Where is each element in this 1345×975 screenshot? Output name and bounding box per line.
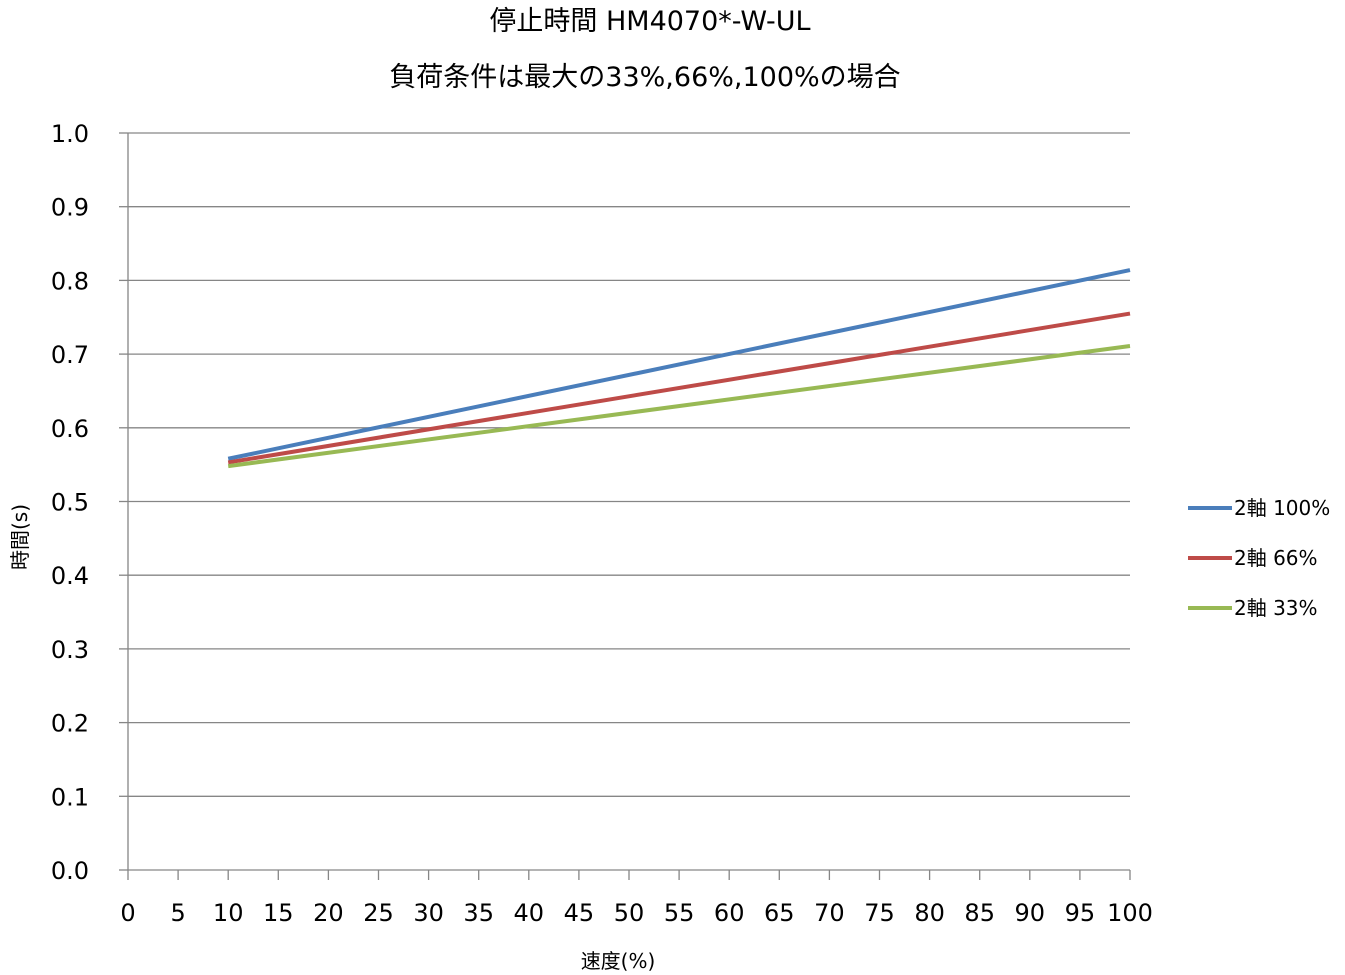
chart-subtitle: 負荷条件は最大の33%,66%,100%の場合 bbox=[389, 62, 900, 93]
x-tick-label: 10 bbox=[213, 899, 244, 927]
axes bbox=[119, 132, 1131, 880]
x-tick-label: 0 bbox=[120, 899, 135, 927]
x-axis-title: 速度(%) bbox=[581, 949, 656, 973]
x-tick-label: 85 bbox=[964, 899, 995, 927]
y-tick-label: 0.4 bbox=[51, 562, 89, 590]
x-tick-label: 40 bbox=[514, 899, 545, 927]
series-line bbox=[227, 311, 1131, 465]
x-tick-label: 30 bbox=[413, 899, 444, 927]
chart-title: 停止時間 HM4070*-W-UL bbox=[489, 6, 810, 37]
x-tick-label: 15 bbox=[263, 899, 294, 927]
x-tick-label: 50 bbox=[614, 899, 645, 927]
x-tick-label: 25 bbox=[363, 899, 394, 927]
y-tick-label: 0.3 bbox=[51, 636, 89, 664]
y-tick-label: 0.0 bbox=[51, 857, 89, 885]
gridlines bbox=[128, 132, 1130, 797]
x-tick-label: 5 bbox=[170, 899, 185, 927]
legend-label: 2軸 66% bbox=[1234, 546, 1318, 570]
x-tick-label: 20 bbox=[313, 899, 344, 927]
y-tick-labels: 0.0 0.1 0.2 0.3 0.4 0.5 0.6 0.7 0.8 0.9 1.0 bbox=[51, 120, 89, 885]
x-tick-label: 70 bbox=[814, 899, 845, 927]
x-tick-label: 45 bbox=[564, 899, 595, 927]
x-tick-label: 55 bbox=[664, 899, 695, 927]
x-tick-label: 75 bbox=[864, 899, 895, 927]
legend-label: 2軸 100% bbox=[1234, 496, 1330, 520]
y-tick-label: 0.9 bbox=[51, 194, 89, 222]
y-tick-label: 0.2 bbox=[51, 710, 89, 738]
x-tick-labels: 0 5 10 15 20 25 30 35 40 45 50 55 60 65 70 75 80 85 90 95 10… bbox=[120, 899, 1153, 927]
y-axis-title: 時間(s) bbox=[8, 504, 32, 570]
series-line bbox=[227, 268, 1131, 461]
x-tick-label: 60 bbox=[714, 899, 745, 927]
y-tick-label: 0.7 bbox=[51, 341, 89, 369]
legend: 2軸 100% 2軸 66% 2軸 33% bbox=[1188, 496, 1330, 620]
x-tick-label: 95 bbox=[1065, 899, 1096, 927]
series-lines bbox=[227, 268, 1131, 469]
x-tick-label: 35 bbox=[463, 899, 494, 927]
y-tick-label: 0.5 bbox=[51, 489, 89, 517]
y-tick-label: 1.0 bbox=[51, 120, 89, 148]
x-tick-label: 65 bbox=[764, 899, 795, 927]
y-tick-label: 0.8 bbox=[51, 267, 89, 295]
x-tick-label: 80 bbox=[914, 899, 945, 927]
y-tick-label: 0.1 bbox=[51, 783, 89, 811]
x-tick-label: 100 bbox=[1107, 899, 1153, 927]
y-tick-label: 0.6 bbox=[51, 415, 89, 443]
legend-label: 2軸 33% bbox=[1234, 596, 1318, 620]
x-tick-label: 90 bbox=[1015, 899, 1046, 927]
series-line bbox=[227, 344, 1131, 469]
